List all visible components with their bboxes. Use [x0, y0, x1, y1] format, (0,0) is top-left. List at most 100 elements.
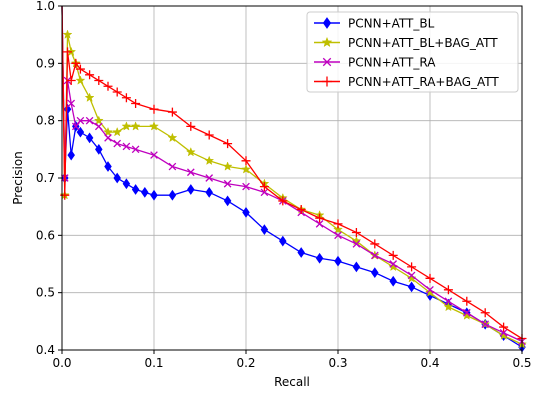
data-point: [462, 308, 471, 317]
data-point: [333, 224, 343, 234]
y-axis-label: Precision: [11, 151, 25, 205]
x-axis-label: Recall: [274, 375, 310, 389]
data-point: [71, 122, 80, 131]
data-point: [499, 328, 508, 337]
data-point: [223, 139, 233, 149]
data-point: [371, 267, 379, 278]
data-point: [351, 235, 362, 246]
legend-item: PCNN+ATT_BL+BAG_ATT: [314, 36, 498, 50]
data-point: [444, 297, 453, 306]
data-point: [112, 87, 122, 97]
data-point: [241, 156, 251, 166]
data-point: [131, 145, 140, 154]
data-point: [351, 227, 361, 237]
legend-label: PCNN+ATT_RA+BAG_ATT: [348, 75, 499, 89]
data-point: [223, 179, 232, 188]
x-tick-label: 0.5: [512, 356, 531, 370]
data-point: [278, 196, 288, 206]
data-point: [85, 116, 94, 125]
data-point: [93, 115, 104, 125]
data-point: [370, 251, 379, 260]
data-point: [260, 188, 269, 197]
data-point: [205, 174, 214, 182]
data-point: [389, 275, 397, 287]
data-point: [168, 162, 177, 171]
data-point: [242, 207, 250, 218]
data-point: [67, 149, 75, 161]
data-point: [186, 121, 196, 131]
data-point: [242, 182, 250, 191]
data-point: [85, 70, 95, 80]
legend-label: PCNN+ATT_BL+BAG_ATT: [348, 36, 498, 50]
data-point: [168, 189, 177, 201]
legend-item: PCNN+ATT_BL: [314, 17, 435, 31]
data-point: [443, 285, 453, 295]
x-tick-label: 0.2: [236, 356, 255, 370]
data-point: [222, 161, 233, 171]
series-line: [61, 5, 523, 348]
data-point: [150, 151, 158, 159]
legend-label: PCNN+ATT_BL: [348, 17, 435, 31]
x-tick-label: 0.3: [328, 356, 347, 370]
data-point: [462, 296, 472, 306]
legend-marker: [322, 57, 332, 67]
data-point: [167, 132, 178, 143]
data-point: [260, 224, 269, 235]
series-3: [60, 5, 526, 346]
data-point: [279, 235, 287, 247]
data-point: [66, 76, 76, 86]
data-point: [103, 126, 113, 137]
data-point: [185, 146, 196, 157]
data-point: [187, 184, 195, 195]
y-tick-label: 0.8: [36, 114, 55, 128]
data-point: [150, 189, 158, 201]
data-point: [481, 320, 490, 329]
legend-marker: [322, 17, 332, 29]
series-4: [60, 5, 527, 344]
data-point: [425, 273, 435, 283]
data-point: [204, 130, 214, 140]
x-tick-label: 0.0: [52, 356, 71, 370]
data-point: [407, 262, 417, 272]
y-axis-ticks: 0.4 0.5 0.6 0.7 0.8 0.9 1.0: [36, 0, 62, 357]
data-point: [352, 261, 361, 273]
data-point: [103, 81, 113, 91]
data-point: [84, 92, 95, 102]
data-point: [76, 126, 85, 138]
data-point: [71, 58, 81, 68]
grid-lines: [61, 5, 523, 351]
data-point: [407, 281, 416, 293]
data-point: [205, 186, 213, 198]
data-point: [388, 250, 398, 260]
data-point: [149, 104, 159, 114]
x-axis-ticks: 0.0 0.1 0.2 0.3 0.4 0.5: [52, 350, 532, 370]
data-point: [334, 231, 342, 240]
legend-item: PCNN+ATT_RA: [314, 56, 436, 70]
data-point: [297, 247, 305, 258]
x-tick-label: 0.4: [420, 356, 439, 370]
data-point: [315, 220, 324, 228]
data-point: [334, 255, 342, 267]
data-point: [131, 184, 140, 195]
data-point: [76, 116, 85, 125]
y-tick-label: 0.6: [36, 228, 55, 242]
data-point: [62, 29, 73, 39]
data-point: [370, 239, 380, 249]
data-point: [104, 134, 112, 142]
data-point: [407, 271, 416, 280]
legend-marker: [321, 36, 333, 48]
data-point: [122, 178, 131, 190]
data-point: [499, 322, 509, 332]
data-point: [406, 273, 417, 283]
legend: PCNN+ATT_BL PCNN+ATT_BL+BAG_ATT PCNN+ATT_R…: [306, 11, 519, 93]
data-point: [389, 260, 398, 268]
data-point: [315, 252, 324, 264]
data-point: [149, 121, 159, 131]
data-point: [121, 93, 131, 103]
data-point: [63, 47, 73, 57]
y-tick-label: 0.5: [36, 286, 55, 300]
data-point: [112, 126, 123, 137]
data-point: [113, 139, 122, 148]
legend-item: PCNN+ATT_RA+BAG_ATT: [314, 75, 499, 89]
